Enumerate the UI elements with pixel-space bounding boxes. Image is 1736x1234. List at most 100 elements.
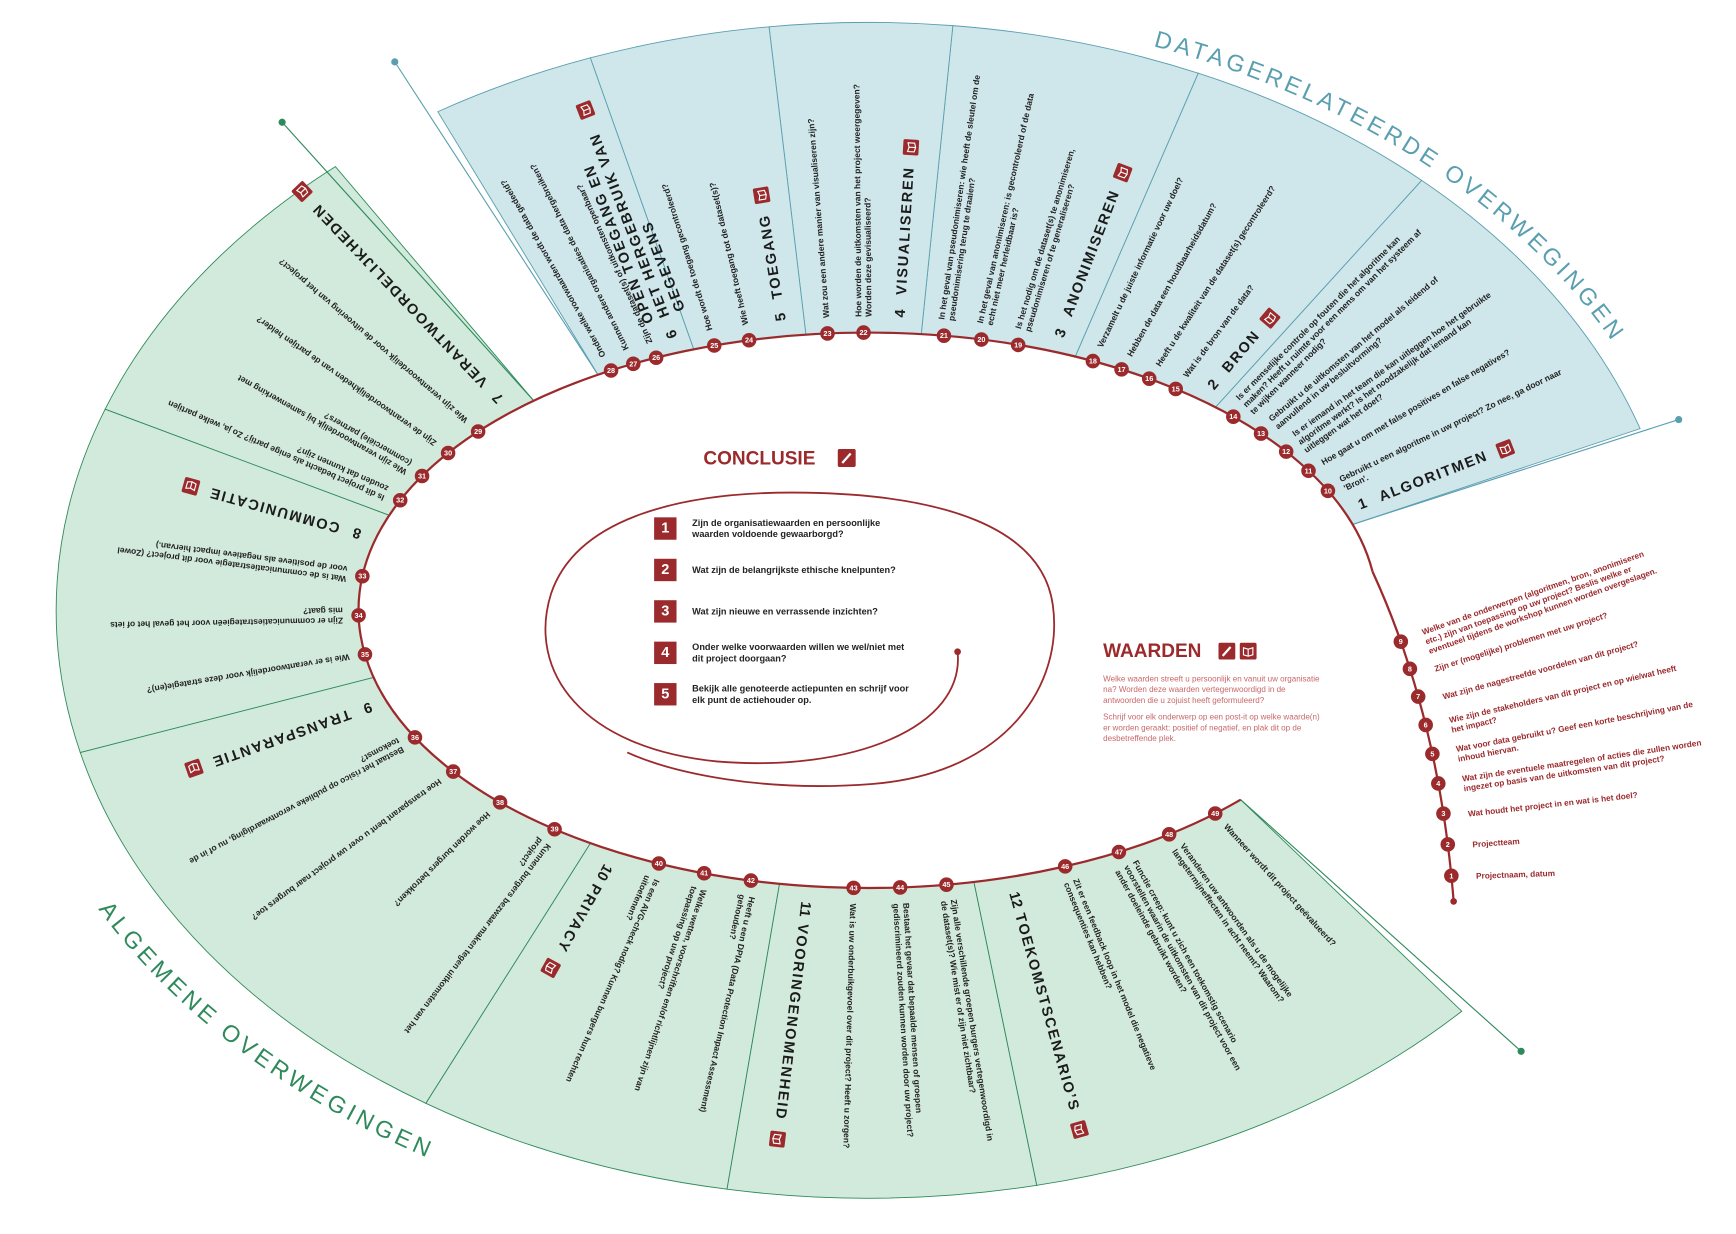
question-dot <box>1436 806 1451 821</box>
values-question: Wat zijn de nagestreefde voordelen van d… <box>1442 639 1640 701</box>
book-icon <box>902 139 920 156</box>
conclusion-title: CONCLUSIE <box>703 449 815 470</box>
book-icon <box>1239 642 1257 660</box>
question-dot <box>1440 837 1456 852</box>
question-dot <box>492 795 508 810</box>
book-icon <box>768 1130 787 1148</box>
question-number: 46 <box>1061 862 1069 871</box>
icon-glyph <box>1117 166 1129 179</box>
question-number: 47 <box>1115 847 1123 856</box>
question-number: 8 <box>1408 664 1412 673</box>
question-dot <box>355 568 370 584</box>
conclusion-item: Wat zijn nieuwe en verrassende inzichten… <box>692 606 878 616</box>
question-dot <box>440 445 456 461</box>
conclusion-number: 5 <box>661 686 669 702</box>
question-number: 4 <box>1436 779 1440 788</box>
question-number: 27 <box>629 359 637 368</box>
question-dot <box>706 338 722 353</box>
question-dot <box>974 332 989 347</box>
guide-dot <box>278 118 286 126</box>
icon-glyph <box>772 1133 782 1145</box>
question-dot <box>1320 483 1336 499</box>
question-number: 37 <box>449 767 457 776</box>
question-number: 36 <box>411 733 419 742</box>
conclusion-number-box <box>654 558 677 582</box>
guide-line <box>1240 799 1522 1052</box>
question-number: 38 <box>496 798 504 807</box>
book-icon <box>291 181 313 202</box>
theme-number: 4 <box>893 308 910 318</box>
conclusion-item: Bekijk alle genoteerde actiepunten en sc… <box>692 684 911 705</box>
spiral-end <box>954 648 961 656</box>
book-icon <box>752 186 771 204</box>
icon-glyph <box>1242 647 1254 657</box>
book-icon <box>1495 439 1515 459</box>
question-dot <box>892 880 908 895</box>
conclusion-number-box <box>654 517 677 540</box>
conclusion-item: Wat zijn de belangrijkste ethische knelp… <box>692 565 896 575</box>
question-dot <box>1393 634 1409 649</box>
question-dot <box>696 865 712 881</box>
theme-number: 11 <box>796 901 814 918</box>
question-number: 48 <box>1165 830 1173 839</box>
question-number: 26 <box>652 353 660 362</box>
conclusion-number: 4 <box>661 645 670 661</box>
question-number: 12 <box>1282 447 1290 456</box>
theme-number: 5 <box>773 312 790 323</box>
question-number: 19 <box>1014 340 1022 349</box>
icon-glyph <box>185 481 197 492</box>
question-number: 39 <box>551 825 559 834</box>
text-line: Wat zijn de nagestreefde voordelen van d… <box>1442 639 1640 701</box>
values-question: Projectnaam, datum <box>1476 868 1555 880</box>
question-dot <box>1402 661 1418 677</box>
question-number: 3 <box>1441 809 1445 818</box>
question-dot <box>1425 746 1440 762</box>
icon-glyph <box>1499 443 1512 455</box>
question-dot <box>1253 426 1269 441</box>
question-dot <box>1431 776 1446 791</box>
icon-glyph <box>1074 1123 1085 1136</box>
question-number: 28 <box>607 366 615 375</box>
question-dot <box>1114 362 1129 377</box>
text-line: dit project doorgaan? <box>692 653 787 663</box>
question-number: 16 <box>1145 374 1153 383</box>
question-number: 33 <box>358 572 366 581</box>
question-dot <box>626 356 641 372</box>
theme-title: VISUALISEREN <box>894 166 918 296</box>
text-line: desbetreffende plek. <box>1103 733 1176 742</box>
icon-glyph <box>580 104 591 117</box>
question-dot <box>547 821 562 837</box>
guide-dot <box>1675 415 1683 424</box>
values-line-end <box>1450 898 1458 905</box>
book-icon <box>181 477 201 496</box>
guide-line <box>281 121 535 402</box>
question-dot <box>1141 371 1157 386</box>
values-paragraph: Schrijf voor elk onderwerp op een post-i… <box>1103 712 1322 742</box>
question-dot <box>470 424 486 439</box>
theme-question: Zijn er communicatiestrategieën voor het… <box>108 606 344 630</box>
values-title: WAARDEN <box>1103 641 1201 662</box>
text-line: Wat zijn nieuwe en verrassende inzichten… <box>692 606 878 616</box>
question-number: 43 <box>850 883 858 892</box>
question-number: 2 <box>1446 840 1450 849</box>
guide-dot <box>391 58 399 66</box>
text-line: na? Worden deze waarden vertegenwoordigd… <box>1103 685 1288 694</box>
question-dot <box>445 764 461 779</box>
text-line: elk punt de actiehouder op. <box>692 695 811 705</box>
theme-number: 10 <box>593 861 615 883</box>
text-line: Bekijk alle genoteerde actiepunten en sc… <box>692 684 911 694</box>
values-question: Wat houdt het project in en wat is het d… <box>1468 790 1638 818</box>
question-dot <box>407 730 423 745</box>
question-dot <box>1301 463 1316 479</box>
question-dot <box>651 856 667 871</box>
question-dot <box>743 873 759 888</box>
text-line: Hoe worden de uitkomsten van het project… <box>851 82 863 317</box>
question-dot <box>1010 337 1026 353</box>
text-line: Wat zijn de belangrijkste ethische knelp… <box>692 565 896 575</box>
question-number: 13 <box>1257 429 1265 438</box>
guide-line <box>1352 418 1679 525</box>
question-number: 15 <box>1172 384 1180 393</box>
conclusion-number: 1 <box>661 521 669 537</box>
